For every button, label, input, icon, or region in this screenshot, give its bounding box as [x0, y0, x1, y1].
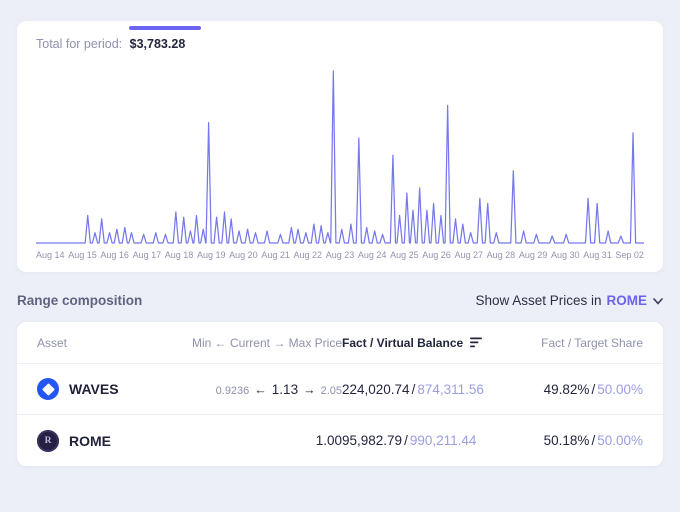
x-tick-label: Aug 22 [293, 250, 323, 260]
fact-share: 49.82% [543, 381, 590, 397]
x-tick-label: Aug 26 [422, 250, 451, 260]
x-tick-label: Aug 20 [229, 250, 258, 260]
asset-cell: R ROME [37, 429, 177, 452]
arrow-right-icon: → [303, 382, 316, 397]
separator: / [591, 433, 596, 448]
share-column-header: Fact / Target Share [541, 335, 643, 350]
show-asset-prices-dropdown[interactable]: Show Asset Prices in ROME [475, 293, 663, 308]
current-price: 1.13 [271, 381, 299, 397]
chevron-down-icon [653, 298, 663, 305]
max-price: 2.05 [320, 384, 342, 397]
target-share: 50.00% [597, 433, 643, 448]
virtual-balance: 990,211.44 [409, 433, 477, 448]
range-composition-title: Range composition [17, 293, 143, 308]
share-cell: 49.82%/50.00% [491, 382, 643, 397]
x-tick-label: Aug 14 [36, 250, 65, 260]
balance-cell: 95,982.79/990,211.44 [342, 433, 491, 448]
price-cell: 1.00 [177, 433, 342, 448]
show-asset-prices-label: Show Asset Prices in [475, 293, 602, 308]
current-price: 1.00 [315, 433, 342, 448]
active-tab-indicator[interactable] [129, 26, 201, 30]
x-tick-label: Aug 29 [518, 250, 548, 260]
virtual-balance: 874,311.56 [417, 381, 484, 397]
separator: / [404, 433, 408, 448]
x-tick-label: Aug 30 [551, 250, 580, 260]
fact-balance: 224,020.74 [342, 381, 410, 397]
x-tick-label: Aug 23 [325, 250, 355, 260]
asset-name: ROME [69, 432, 111, 449]
price-cell: 0.9236 ← 1.13 → 2.05 [177, 382, 342, 397]
chart-line-svg [36, 70, 644, 244]
total-for-period: Total for period: $3,783.28 [36, 35, 644, 53]
asset-column-header: Asset [37, 335, 68, 350]
table-row-waves[interactable]: WAVES 0.9236 ← 1.13 → 2.05 224,020.74/87… [17, 364, 663, 415]
table-header-row: Asset Min ← Current → Max Price Fact / V… [17, 322, 663, 364]
x-tick-label: Aug 24 [357, 250, 387, 260]
min-price: 0.9236 [215, 384, 250, 397]
balance-column-header[interactable]: Fact / Virtual Balance [342, 336, 491, 350]
balance-cell: 224,020.74/874,311.56 [342, 382, 491, 397]
sort-icon[interactable] [470, 337, 483, 348]
share-cell: 50.18%/50.00% [491, 433, 643, 448]
asset-cell: WAVES [37, 378, 177, 400]
fact-balance: 95,982.79 [342, 433, 403, 448]
x-tick-label: Aug 18 [164, 250, 194, 260]
x-tick-label: Aug 16 [100, 250, 129, 260]
price-activity-chart[interactable]: Aug 14 Aug 15 Aug 16 Aug 17 Aug 18 Aug 19 Aug … [36, 57, 644, 260]
x-tick-label: Aug 21 [261, 250, 290, 260]
x-tick-label: Aug 15 [68, 250, 97, 260]
table-row-rome[interactable]: R ROME 1.00 95,982.79/990,211.44 50.18% /… [17, 415, 663, 466]
range-composition-header-row: Range composition Show Asset Prices in R… [17, 293, 663, 308]
x-tick-label: Aug 19 [196, 250, 226, 260]
fact-share: 50.18% [543, 433, 590, 448]
price-column-header: Min ← Current → Max Price [191, 335, 342, 350]
rome-icon: R [37, 429, 59, 452]
x-tick-label: Aug 31 [583, 250, 612, 260]
x-tick-label: Aug 25 [390, 250, 419, 260]
target-share: 50.00% [597, 381, 643, 397]
waves-icon [37, 378, 59, 400]
x-tick-label: Sep 02 [615, 250, 644, 260]
rome-monogram: R [44, 435, 52, 446]
separator: / [411, 381, 416, 397]
arrow-left-icon: ← [254, 382, 267, 397]
x-tick-label: Aug 28 [486, 250, 516, 260]
period-chart-card: Total for period: $3,783.28 Aug 14 Aug 15… [16, 20, 664, 273]
total-for-period-value: $3,783.28 [129, 37, 186, 51]
balance-column-header-label: Fact / Virtual Balance [342, 335, 464, 350]
separator: / [591, 381, 596, 397]
x-tick-label: Aug 17 [132, 250, 162, 260]
range-composition-table: Asset Min ← Current → Max Price Fact / V… [16, 321, 664, 467]
asset-name: WAVES [69, 381, 119, 397]
x-tick-label: Aug 27 [454, 250, 483, 260]
x-axis-ticks: Aug 14 Aug 15 Aug 16 Aug 17 Aug 18 Aug 19 Aug … [36, 250, 644, 260]
selected-price-asset[interactable]: ROME [606, 293, 648, 308]
total-for-period-label: Total for period: [36, 37, 123, 51]
